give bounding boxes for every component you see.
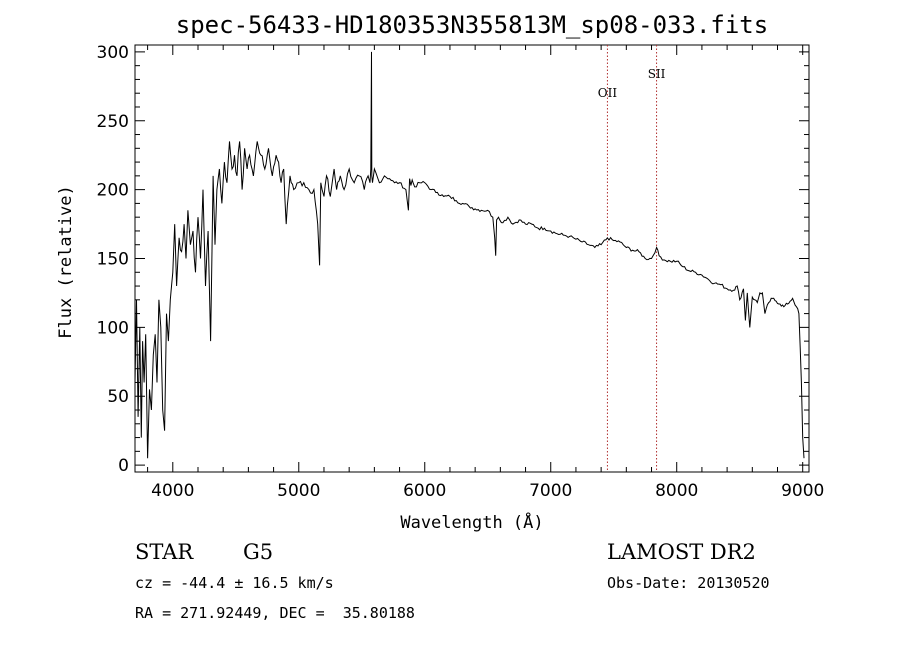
ref-line-label: SII <box>648 67 666 81</box>
survey-release-label: LAMOST DR2 <box>607 540 756 564</box>
object-subclass-label: G5 <box>243 540 274 564</box>
x-tick-label: 6000 <box>403 481 446 501</box>
x-tick-label: 9000 <box>781 481 824 501</box>
y-tick-label: 100 <box>97 318 129 338</box>
y-tick-label: 300 <box>97 43 129 63</box>
y-tick-label: 0 <box>118 456 129 476</box>
x-tick-label: 5000 <box>277 481 320 501</box>
x-tick-label: 7000 <box>529 481 572 501</box>
object-class-label: STAR <box>135 540 194 564</box>
y-tick-label: 150 <box>97 250 129 270</box>
y-tick-label: 250 <box>97 112 129 132</box>
axis-ticks <box>135 45 809 472</box>
redshift-velocity-text: cz = -44.4 ± 16.5 km/s <box>135 574 334 592</box>
ref-line-label: OII <box>598 86 618 100</box>
spectrum-series-line <box>134 51 805 459</box>
x-axis-label: Wavelength (Å) <box>400 511 543 533</box>
emission-reference-lines: OII SII <box>598 45 666 472</box>
chart-title: spec-56433-HD180353N355813M_sp08-033.fit… <box>176 11 768 39</box>
y-tick-label: 50 <box>107 387 129 407</box>
x-tick-label: 8000 <box>655 481 698 501</box>
y-tick-label: 200 <box>97 181 129 201</box>
coordinates-text: RA = 271.92449, DEC = 35.80188 <box>135 604 415 622</box>
plot-area-frame <box>134 44 810 473</box>
observation-date-text: Obs-Date: 20130520 <box>607 574 770 592</box>
x-tick-label: 4000 <box>151 481 194 501</box>
y-axis-label: Flux (relative) <box>56 185 76 339</box>
axis-tick-labels: 4000 5000 6000 7000 8000 9000 0 50 100 150 200 250 3… <box>97 43 825 501</box>
